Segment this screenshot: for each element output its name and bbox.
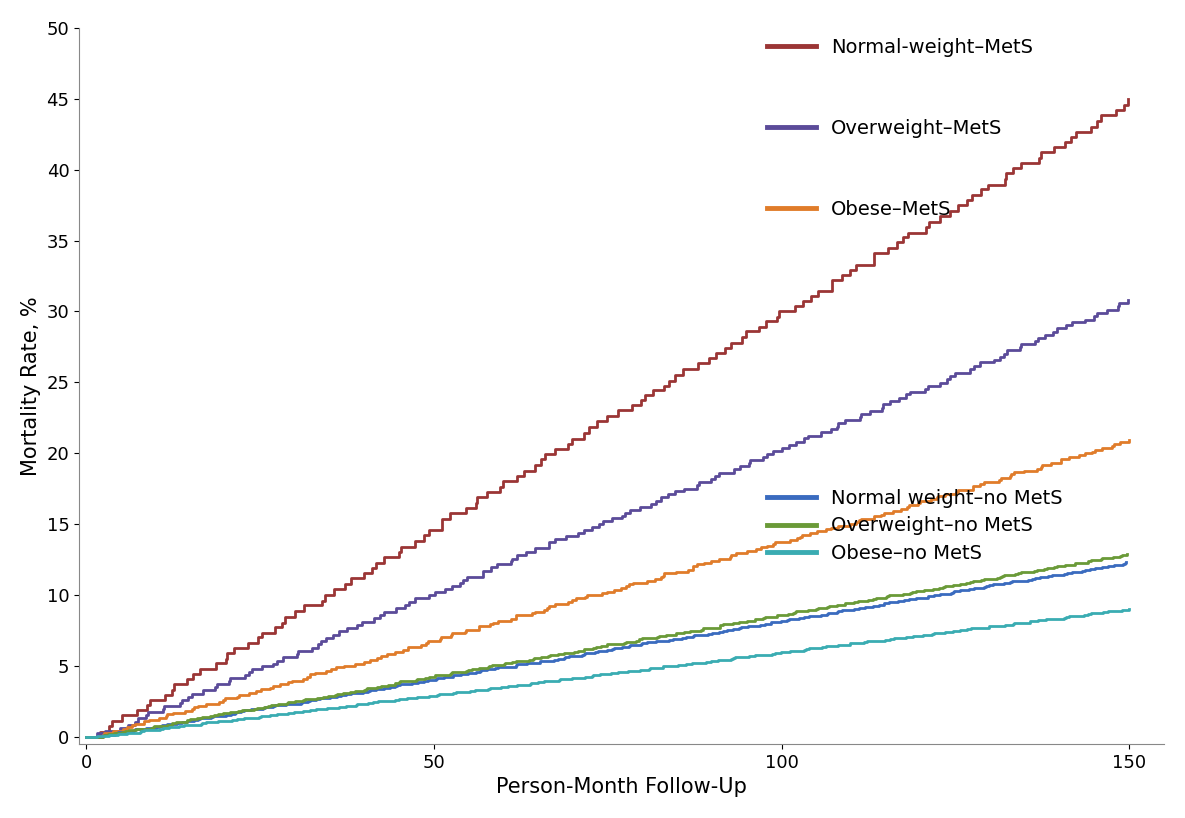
Obese–no MetS bbox=[1122, 605, 1136, 614]
Obese–no MetS bbox=[239, 713, 254, 723]
Overweight–MetS bbox=[1065, 317, 1080, 327]
Overweight–MetS bbox=[428, 587, 442, 597]
Overweight–no MetS bbox=[1114, 550, 1128, 560]
Normal weight–no MetS bbox=[1119, 558, 1133, 568]
Obese–no MetS bbox=[946, 627, 960, 636]
Line: Obese–no MetS: Obese–no MetS bbox=[87, 609, 1129, 737]
Overweight–MetS bbox=[967, 361, 981, 371]
Overweight–MetS bbox=[90, 728, 104, 738]
Line: Overweight–MetS: Overweight–MetS bbox=[87, 300, 1128, 737]
Obese–MetS bbox=[1072, 451, 1087, 461]
Obese–MetS bbox=[949, 487, 963, 497]
Normal weight–no MetS bbox=[79, 732, 94, 742]
Obese–no MetS bbox=[584, 671, 598, 681]
Overweight–MetS bbox=[993, 352, 1007, 362]
Normal-weight–MetS bbox=[1058, 137, 1072, 147]
Legend: Normal weight–no MetS, Overweight–no MetS, Obese–no MetS: Normal weight–no MetS, Overweight–no Met… bbox=[767, 488, 1063, 563]
Overweight–no MetS bbox=[169, 717, 184, 726]
Normal-weight–MetS bbox=[186, 669, 200, 679]
Obese–no MetS bbox=[585, 670, 600, 680]
Normal-weight–MetS bbox=[788, 301, 802, 311]
Overweight–no MetS bbox=[581, 644, 595, 654]
Normal-weight–MetS bbox=[735, 332, 749, 342]
Line: Obese–MetS: Obese–MetS bbox=[87, 440, 1129, 737]
Obese–MetS bbox=[1122, 435, 1136, 445]
Normal-weight–MetS bbox=[79, 732, 94, 742]
Obese–MetS bbox=[79, 732, 94, 742]
Normal-weight–MetS bbox=[527, 460, 542, 470]
Obese–MetS bbox=[374, 651, 389, 661]
Overweight–no MetS bbox=[1120, 549, 1134, 559]
Obese–MetS bbox=[1003, 471, 1017, 481]
Obese–no MetS bbox=[79, 732, 94, 742]
Line: Overweight–no MetS: Overweight–no MetS bbox=[87, 554, 1127, 737]
Normal weight–no MetS bbox=[588, 647, 602, 657]
Overweight–no MetS bbox=[79, 732, 94, 742]
Obese–no MetS bbox=[1115, 605, 1129, 615]
Overweight–no MetS bbox=[585, 643, 600, 653]
Overweight–MetS bbox=[79, 732, 94, 742]
Overweight–MetS bbox=[140, 707, 154, 717]
Normal weight–no MetS bbox=[578, 648, 592, 658]
Line: Normal weight–no MetS: Normal weight–no MetS bbox=[87, 563, 1126, 737]
Obese–MetS bbox=[433, 634, 447, 644]
Overweight–MetS bbox=[1121, 295, 1135, 305]
Normal weight–no MetS bbox=[946, 587, 960, 597]
Normal weight–no MetS bbox=[237, 705, 251, 715]
Obese–MetS bbox=[472, 623, 486, 633]
Overweight–no MetS bbox=[248, 704, 262, 714]
Normal weight–no MetS bbox=[175, 717, 190, 727]
X-axis label: Person-Month Follow-Up: Person-Month Follow-Up bbox=[497, 777, 747, 798]
Overweight–no MetS bbox=[946, 580, 960, 590]
Line: Normal-weight–MetS: Normal-weight–MetS bbox=[87, 99, 1128, 737]
Normal weight–no MetS bbox=[1117, 559, 1132, 569]
Y-axis label: Mortality Rate, %: Mortality Rate, % bbox=[21, 296, 40, 476]
Normal-weight–MetS bbox=[1121, 94, 1135, 104]
Normal-weight–MetS bbox=[327, 584, 341, 594]
Obese–no MetS bbox=[172, 721, 186, 731]
